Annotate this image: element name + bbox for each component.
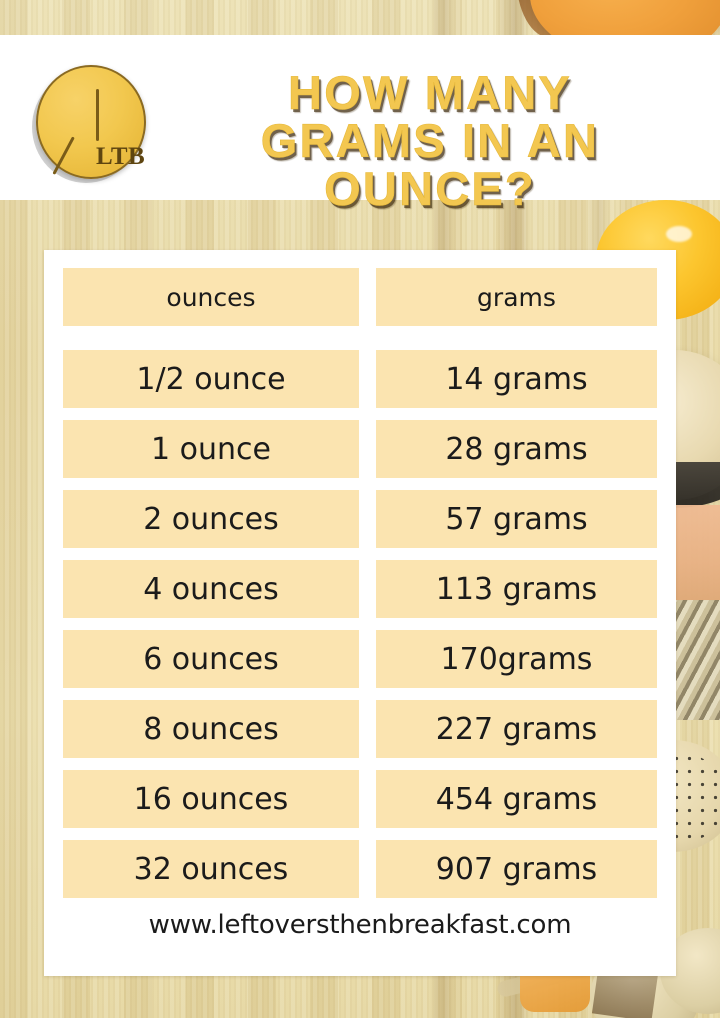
conversion-table: ounces grams 1/2 ounce 14 grams 1 ounce … <box>44 250 676 940</box>
logo-initials: LTB <box>96 143 146 170</box>
table-row: 32 ounces 907 grams <box>63 840 657 898</box>
cell-ounces: 2 ounces <box>63 490 359 548</box>
page-title: HOW MANY GRAMS IN AN OUNCE? <box>160 66 700 215</box>
brand-logo: LTB <box>30 59 148 179</box>
header-band: LTB HOW MANY GRAMS IN AN OUNCE? <box>0 35 720 213</box>
table-row: 8 ounces 227 grams <box>63 700 657 758</box>
table-header-row: ounces grams <box>63 268 657 326</box>
cell-ounces: 1/2 ounce <box>63 350 359 408</box>
cell-ounces: 8 ounces <box>63 700 359 758</box>
table-row: 4 ounces 113 grams <box>63 560 657 618</box>
cell-ounces: 16 ounces <box>63 770 359 828</box>
cell-grams: 14 grams <box>375 350 657 408</box>
cell-ounces: 4 ounces <box>63 560 359 618</box>
table-row: 2 ounces 57 grams <box>63 490 657 548</box>
table-row: 1 ounce 28 grams <box>63 420 657 478</box>
cell-grams: 57 grams <box>375 490 657 548</box>
cell-ounces: 32 ounces <box>63 840 359 898</box>
cell-ounces: 1 ounce <box>63 420 359 478</box>
page-title-line-1: HOW MANY <box>288 66 572 119</box>
cell-grams: 454 grams <box>375 770 657 828</box>
column-header-grams: grams <box>375 268 657 326</box>
cell-grams: 170grams <box>375 630 657 688</box>
cell-grams: 113 grams <box>375 560 657 618</box>
website-url[interactable]: www.leftoversthenbreakfast.com <box>148 910 572 940</box>
cell-grams: 227 grams <box>375 700 657 758</box>
egg-yolk-highlight <box>666 226 692 242</box>
table-row: 6 ounces 170grams <box>63 630 657 688</box>
column-header-ounces: ounces <box>63 268 359 326</box>
clock-hand-diagonal-icon <box>52 136 75 175</box>
page-title-line-3: OUNCE? <box>324 161 536 215</box>
clock-coin-icon: LTB <box>36 65 146 179</box>
conversion-table-card: ounces grams 1/2 ounce 14 grams 1 ounce … <box>44 250 676 976</box>
clock-hand-vertical-icon <box>96 89 99 141</box>
page-title-line-2: GRAMS IN AN <box>260 113 600 167</box>
table-row: 1/2 ounce 14 grams <box>63 350 657 408</box>
table-row: 16 ounces 454 grams <box>63 770 657 828</box>
cell-grams: 907 grams <box>375 840 657 898</box>
cell-ounces: 6 ounces <box>63 630 359 688</box>
cell-grams: 28 grams <box>375 420 657 478</box>
